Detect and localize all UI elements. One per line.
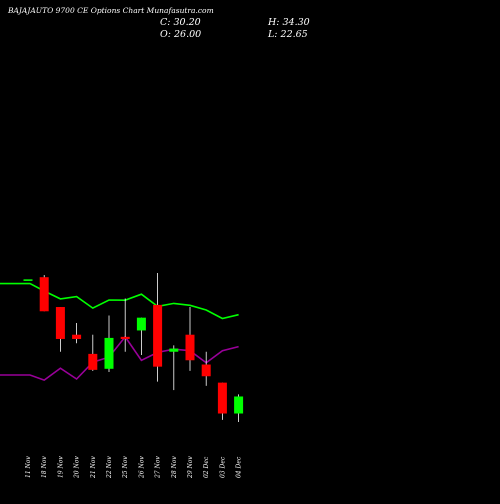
candle bbox=[201, 351, 211, 386]
x-tick-label: 28 Nov bbox=[171, 456, 178, 479]
x-tick-label: 18 Nov bbox=[41, 456, 48, 478]
candle bbox=[23, 279, 33, 281]
candle bbox=[55, 307, 65, 352]
x-tick-label: 29 Nov bbox=[187, 456, 194, 479]
candle-body bbox=[217, 382, 227, 414]
candle bbox=[234, 394, 244, 423]
candle bbox=[217, 382, 227, 420]
candles bbox=[23, 272, 244, 423]
candle-body bbox=[136, 317, 146, 331]
candle bbox=[169, 345, 179, 391]
x-tick-label: 27 Nov bbox=[155, 456, 162, 479]
high-value: H: 34.30 bbox=[267, 17, 310, 28]
overlay-line-1 bbox=[0, 282, 239, 320]
x-tick-label: 04 Dec bbox=[236, 456, 243, 478]
candle-body bbox=[234, 396, 244, 414]
candle-body bbox=[88, 353, 98, 370]
candle bbox=[120, 298, 130, 352]
x-tick-label: 22 Nov bbox=[106, 456, 113, 479]
candle bbox=[88, 334, 98, 371]
x-tick-label: 03 Dec bbox=[219, 456, 226, 478]
x-tick-label: 26 Nov bbox=[138, 456, 145, 479]
x-tick-label: 19 Nov bbox=[57, 456, 64, 478]
close-value: C: 30.20 bbox=[160, 17, 201, 28]
candle-body bbox=[55, 307, 65, 339]
candle bbox=[72, 322, 82, 344]
candle-body bbox=[120, 336, 130, 339]
candle bbox=[185, 307, 195, 371]
candle-body bbox=[201, 364, 211, 377]
open-value: O: 26.00 bbox=[160, 29, 201, 40]
x-tick-label: 11 Nov bbox=[25, 456, 32, 478]
candle bbox=[153, 272, 163, 382]
x-tick-label: 21 Nov bbox=[90, 456, 97, 479]
candle-body bbox=[169, 348, 179, 352]
candle bbox=[39, 275, 49, 312]
candle-body bbox=[153, 304, 163, 367]
chart-title: BAJAJAUTO 9700 CE Options Chart Munafasu… bbox=[7, 6, 214, 15]
candle-body bbox=[23, 279, 33, 281]
x-tick-label: 20 Nov bbox=[74, 456, 81, 479]
candle-body bbox=[72, 334, 82, 339]
candle bbox=[136, 317, 146, 355]
low-value: L: 22.65 bbox=[267, 29, 308, 40]
candle bbox=[104, 315, 114, 372]
x-tick-label: 25 Nov bbox=[122, 456, 129, 479]
candle-body bbox=[104, 337, 114, 369]
x-tick-label: 02 Dec bbox=[203, 456, 210, 478]
candle-body bbox=[39, 277, 49, 312]
x-axis-labels: 11 Nov 18 Nov 19 Nov 20 Nov 21 Nov 22 Nov 25 N… bbox=[25, 456, 243, 479]
candle-body bbox=[185, 334, 195, 361]
